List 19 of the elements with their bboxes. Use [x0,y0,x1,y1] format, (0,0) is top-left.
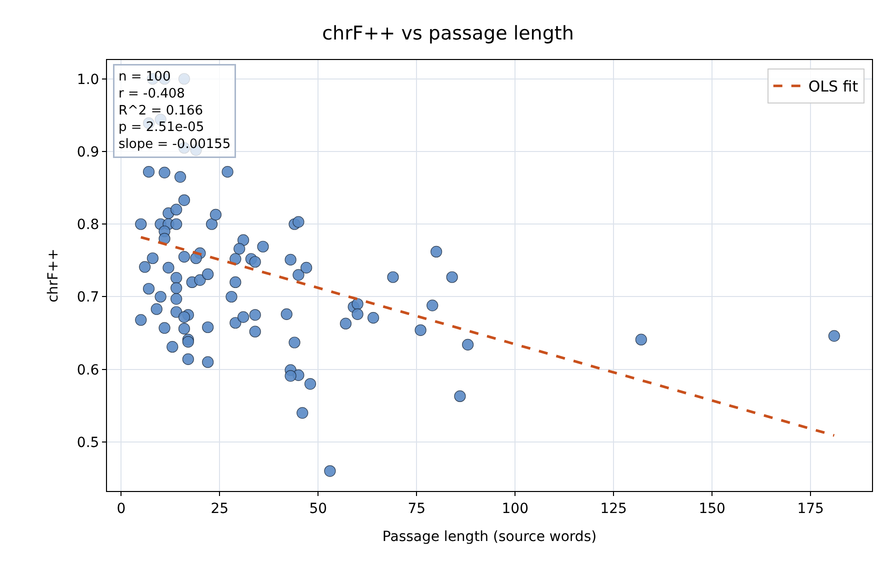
y-tick-label: 0.7 [76,290,100,306]
x-tick-label: 150 [698,500,726,517]
x-tick-label: 50 [309,500,328,517]
y-tick-label: 0.6 [76,362,100,378]
x-tick-label: 100 [502,500,528,517]
x-tick-label: 125 [600,500,627,517]
legend-label: OLS fit [808,78,858,96]
y-axis-title: chrF++ [46,248,62,302]
y-tick-label: 0.8 [76,217,100,234]
x-tick-label: 75 [408,500,426,517]
annotation: n = 100 r = -0.408 R^2 = 0.166 p = 2.51e-05 slope = -0.00155 [118,70,231,152]
chart-title: chrF++ vs passage length [322,22,574,45]
y-tick-label: 0.9 [76,144,100,160]
y-tick-label: 1.0 [76,72,100,88]
x-axis-title: Passage length (source words) [382,529,597,546]
y-tick-label: 0.5 [76,434,100,451]
x-tick-label: 0 [116,500,126,517]
x-tick-label: 25 [210,500,229,517]
x-tick-label: 175 [797,500,824,517]
